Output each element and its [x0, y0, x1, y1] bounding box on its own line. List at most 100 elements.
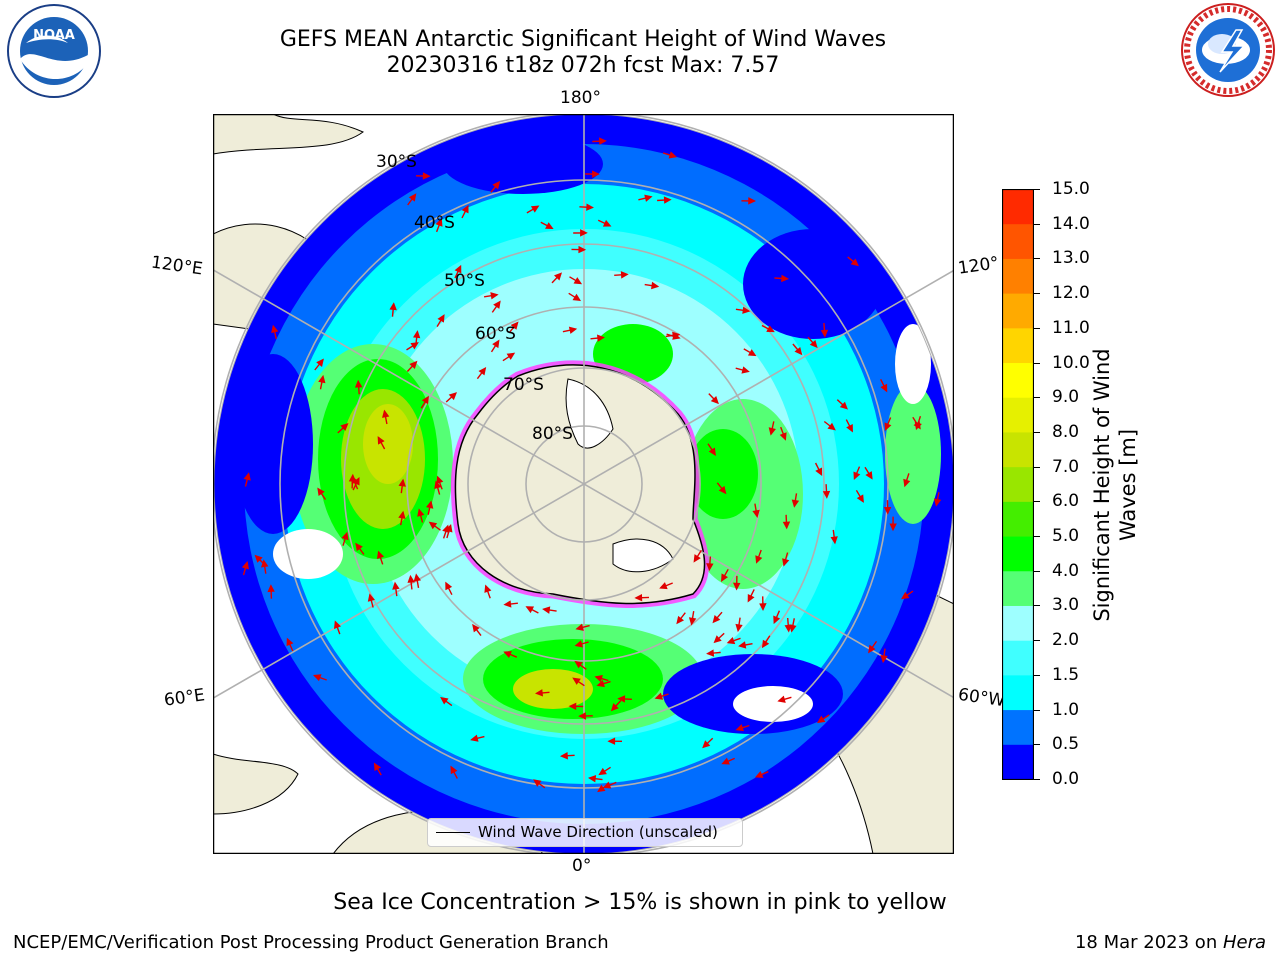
wind-arrow-head: [440, 696, 449, 705]
wind-arrow-head: [706, 563, 714, 572]
wind-arrow-head: [445, 581, 453, 591]
wind-arrow-head: [712, 614, 721, 624]
colorbar-tick-label: 0.5: [1052, 734, 1080, 755]
colorbar-tick-mark: [1034, 362, 1040, 364]
wind-arrow-head: [492, 180, 501, 190]
wind-arrow-head: [820, 329, 829, 338]
wind-arrow-head: [713, 635, 722, 644]
wind-arrow-head: [559, 752, 568, 760]
wind-arrow-head: [435, 218, 443, 227]
wind-arrow-head: [856, 494, 864, 503]
colorbar-cell: [1002, 501, 1034, 537]
svg-text:NOAA: NOAA: [33, 28, 75, 43]
wind-arrow-head: [241, 560, 249, 570]
lon-label-120e: 120°E: [149, 252, 204, 280]
wind-arrow-head: [545, 222, 554, 230]
wind-arrow-head: [580, 229, 588, 237]
lat-label-40s: 40°S: [414, 213, 455, 233]
wind-arrow-head: [620, 271, 629, 279]
lon-label-60w: 60°W: [956, 684, 1007, 712]
wind-arrow-head: [426, 500, 434, 509]
colorbar-tick-mark: [1034, 674, 1040, 676]
wind-arrow-head: [706, 649, 715, 657]
wind-arrow-head: [407, 574, 415, 583]
wind-arrow-head: [726, 637, 736, 645]
wind-arrow-head: [853, 471, 861, 480]
colorbar-tick-mark: [1034, 640, 1040, 642]
lat-label-50s: 50°S: [444, 271, 485, 291]
wind-arrow-head: [693, 554, 701, 563]
wind-arrow-head: [913, 420, 921, 430]
wind-arrow-head: [572, 293, 582, 302]
wind-arrow-head: [578, 245, 587, 254]
wind-arrow-head: [421, 395, 429, 405]
colorbar-tick-mark: [1034, 709, 1040, 711]
colorbar-cell: [1002, 397, 1034, 433]
colorbar-title-line2: Waves [m]: [1116, 428, 1140, 542]
colorbar-tick-mark: [1034, 293, 1040, 295]
footer-host: Hera: [1222, 932, 1266, 953]
wind-arrow-head: [573, 277, 583, 285]
wind-arrow-head: [883, 506, 892, 515]
wind-arrow-head: [503, 600, 512, 608]
wind-arrow-head: [880, 654, 888, 664]
colorbar-tick-label: 12.0: [1052, 283, 1090, 304]
wind-arrow-head: [782, 558, 790, 567]
wind-arrow-head: [389, 302, 397, 311]
wind-arrow-head: [747, 349, 757, 357]
wind-arrow-head: [903, 478, 911, 488]
colorbar-tick-label: 10.0: [1052, 352, 1090, 373]
sea-ice-note: Sea Ice Concentration > 15% is shown in …: [333, 890, 947, 915]
wind-arrow-head: [710, 396, 719, 405]
wind-arrow-head: [761, 639, 770, 649]
wind-arrow-head: [597, 784, 606, 793]
colorbar-tick-label: 1.5: [1052, 664, 1080, 685]
wind-arrow-head: [503, 651, 512, 658]
wind-arrow-head: [884, 422, 892, 431]
wind-arrow-head: [575, 623, 584, 631]
wind-arrow-head: [599, 137, 607, 145]
wind-arrow-head: [568, 326, 578, 334]
wind-arrow-head: [865, 471, 873, 480]
colorbar-tick-mark: [1034, 779, 1040, 780]
colorbar-cell: [1002, 640, 1034, 676]
legend-label: Wind Wave Direction (unscaled): [478, 823, 718, 841]
lon-label-60e: 60°E: [162, 685, 207, 711]
wind-arrow-head: [422, 172, 431, 180]
lon-label-180: 180°: [560, 88, 601, 108]
colorbar: [1002, 189, 1034, 780]
colorbar-tick-label: 2.0: [1052, 630, 1080, 651]
wind-arrow-head: [398, 510, 406, 519]
colorbar-tick-mark: [1034, 327, 1040, 329]
wind-arrow-head: [525, 606, 535, 614]
wind-arrow-head: [413, 330, 421, 339]
colorbar-tick-label: 11.0: [1052, 317, 1090, 338]
colorbar-tick-mark: [1034, 189, 1040, 190]
colorbar-tick-label: 1.0: [1052, 699, 1080, 720]
wind-arrow-head: [286, 637, 294, 647]
colorbar-tick-label: 13.0: [1052, 248, 1090, 269]
wind-arrow-head: [535, 689, 544, 697]
wind-arrow-head: [721, 757, 730, 765]
wind-arrow-head: [450, 765, 458, 775]
colorbar-title-line1: Significant Height of Wind: [1090, 348, 1114, 622]
wind-arrow-head: [850, 258, 859, 267]
wind-arrow-head: [659, 582, 668, 590]
wind-arrow-head: [333, 620, 341, 629]
wind-arrow-head: [688, 617, 697, 626]
wind-arrow-head: [478, 367, 487, 376]
polar-map: [213, 114, 954, 854]
colorbar-tick-label: 5.0: [1052, 526, 1080, 547]
wind-arrow-head: [484, 584, 492, 593]
wind-arrow-head: [741, 366, 750, 374]
wind-arrow-head: [742, 306, 751, 314]
wind-arrow-head: [254, 554, 263, 563]
colorbar-tick-mark: [1034, 431, 1040, 433]
wind-arrow-head: [822, 490, 831, 499]
wind-arrow-head: [766, 325, 775, 333]
colorbar-cell: [1002, 431, 1034, 468]
wind-arrow-head: [663, 196, 672, 204]
wind-arrow-head: [461, 204, 469, 214]
wind-arrow-head: [644, 194, 653, 202]
wind-arrow-head: [367, 593, 375, 602]
